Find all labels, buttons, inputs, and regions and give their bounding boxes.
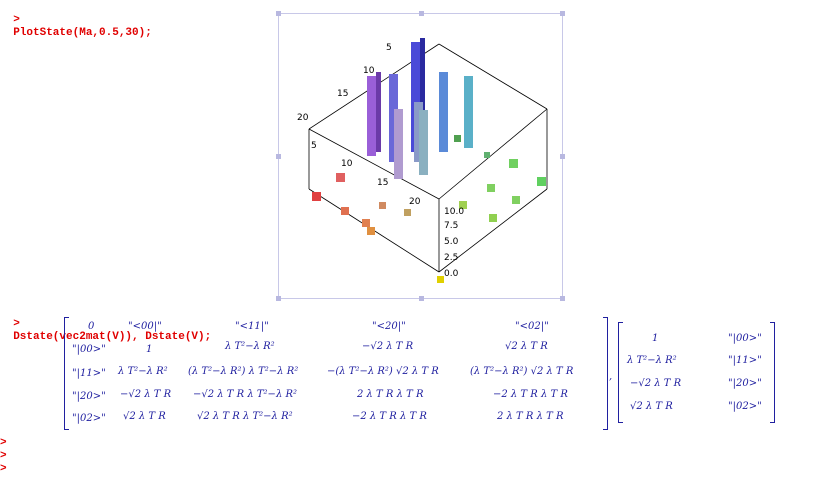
matrix-cell: √2 λ T R [630,401,673,412]
matrix-cell: "<02|" [515,321,549,332]
matrix-left-bracket [618,322,623,423]
z-tick: 10.0 [444,207,464,217]
plot-tick-labels: 5 10 15 20 5 10 15 20 10.0 7.5 5.0 2.5 0… [297,43,464,279]
z-tick: 2.5 [444,253,458,263]
command-text[interactable]: Dstate(vec2mat(V)), Dstate(V); [13,331,212,343]
plot-3d[interactable]: 5 10 15 20 5 10 15 20 10.0 7.5 5.0 2.5 0… [276,11,565,301]
matrix-cell: 1 [652,333,659,344]
empty-prompt-1[interactable]: > [0,437,7,450]
matrix-cell: "<11|" [235,321,269,332]
matrix-cell: (λ T²−λ R²) √2 λ T R [470,366,574,377]
empty-prompt-3[interactable]: > [0,463,7,476]
plot-cubes [312,135,546,283]
resize-handle[interactable] [419,11,424,16]
matrix-cell: λ T²−λ R² [118,366,168,377]
matrix-cell: −√2 λ T R [362,341,414,352]
matrix-separator: , [609,371,613,382]
matrix-cell: 0 [88,321,95,332]
matrix-cell: 2 λ T R λ T R [497,411,564,422]
z-tick: 0.0 [444,269,459,279]
matrix-cell: "|00>" [72,344,106,355]
front-tick: 20 [409,197,421,207]
matrix-cell: "|20>" [72,391,106,402]
input-line-2[interactable]: > Dstate(vec2mat(V)), Dstate(V); [0,305,211,344]
matrix-right-bracket [603,317,608,430]
resize-handle[interactable] [560,296,565,301]
matrix-cell: −√2 λ T R [120,389,172,400]
matrix-cell: λ T²−λ R² [627,355,677,366]
resize-handle[interactable] [560,154,565,159]
matrix-cell: −√2 λ T R [630,378,682,389]
prompt: > [13,318,20,330]
matrix-cell: √2 λ T R [505,341,548,352]
prompt: > [13,14,20,26]
plot-bars [367,38,473,179]
front-tick: 15 [377,178,388,188]
resize-handle[interactable] [419,296,424,301]
matrix-cell: √2 λ T R λ T²−λ R² [197,411,293,422]
left-tick: 10 [363,66,375,76]
z-tick: 5.0 [444,237,459,247]
resize-handle[interactable] [276,11,281,16]
front-tick: 10 [341,159,353,169]
matrix-cell: 1 [146,344,153,355]
left-tick: 5 [386,43,392,53]
matrix-cell: "|11>" [72,368,106,379]
prompt: > [0,450,7,462]
matrix-cell: (λ T²−λ R²) λ T²−λ R² [188,366,299,377]
resize-handle[interactable] [276,296,281,301]
prompt: > [0,463,7,475]
matrix-cell: √2 λ T R [123,411,166,422]
input-line-1[interactable]: > PlotState(Ma,0.5,30); [0,1,152,40]
command-text[interactable]: PlotState(Ma,0.5,30); [13,27,152,39]
resize-handle[interactable] [276,154,281,159]
left-tick: 20 [297,113,309,123]
matrix-cell: "|11>" [728,355,762,366]
left-tick: 15 [337,89,348,99]
matrix-cell: −2 λ T R λ T R [493,389,568,400]
matrix-cell: "<00|" [128,321,162,332]
front-tick: 5 [311,141,317,151]
prompt: > [0,437,7,449]
matrix-cell: "<20|" [372,321,406,332]
matrix-cell: "|02>" [72,413,106,424]
matrix-cell: −√2 λ T R λ T²−λ R² [193,389,297,400]
matrix-cell: λ T²−λ R² [225,341,275,352]
matrix-cell: −2 λ T R λ T R [352,411,427,422]
z-tick: 7.5 [444,221,458,231]
matrix-cell: −(λ T²−λ R²) √2 λ T R [327,366,439,377]
resize-handle[interactable] [560,11,565,16]
matrix-right-bracket [770,322,775,423]
plot-canvas: 5 10 15 20 5 10 15 20 10.0 7.5 5.0 2.5 0… [297,38,548,283]
matrix-cell: "|20>" [728,378,762,389]
empty-prompt-2[interactable]: > [0,450,7,463]
matrix-left-bracket [64,317,69,430]
matrix-cell: "|02>" [728,401,762,412]
matrix-cell: "|00>" [728,333,762,344]
matrix-cell: 2 λ T R λ T R [357,389,424,400]
